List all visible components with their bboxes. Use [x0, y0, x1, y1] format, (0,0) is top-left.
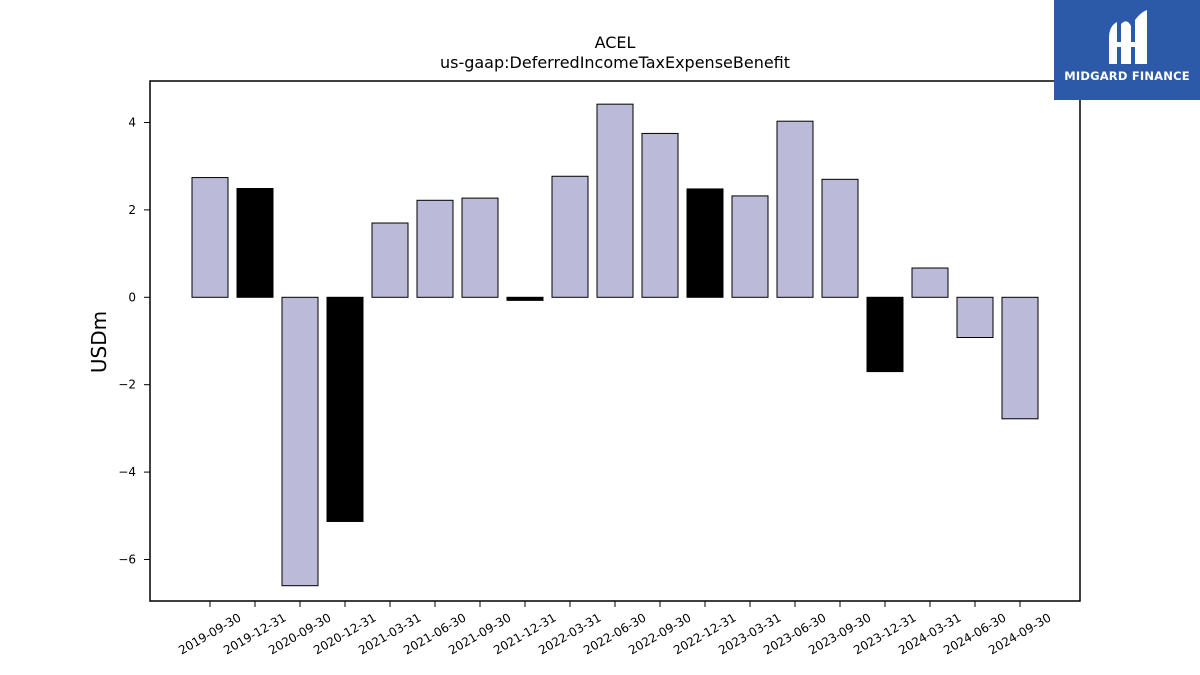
bar-2022-09-30: [641, 132, 679, 298]
bar-2024-03-31: [911, 267, 949, 298]
plot-frame: [149, 80, 1081, 602]
bar-2021-12-31: [506, 296, 544, 301]
bar-2020-09-30: [281, 296, 319, 587]
bar-2023-12-31: [866, 296, 904, 373]
y-axis-ticks: 4 2 0 −2 −4 −6: [118, 116, 150, 566]
midgard-finance-logo: MIDGARD FINANCE: [1054, 0, 1200, 100]
y-tick-label: −6: [118, 552, 136, 566]
bar-2022-12-31: [686, 188, 724, 298]
y-tick-label: 0: [128, 290, 136, 304]
bar-2024-09-30: [1001, 296, 1039, 420]
bar-2023-06-30: [776, 120, 814, 298]
bar-2021-03-31: [371, 222, 409, 298]
bar-2019-09-30: [191, 177, 229, 298]
x-axis-ticks: 2019-09-302019-12-312020-09-302020-12-31…: [176, 601, 1054, 657]
bar-2020-12-31: [326, 296, 364, 522]
bar-2021-06-30: [416, 199, 454, 298]
y-tick-label: −2: [118, 378, 136, 392]
bar-2023-09-30: [821, 178, 859, 298]
midgard-logo-icon: [1109, 10, 1147, 64]
bar-2021-09-30: [461, 197, 499, 298]
y-tick-label: 2: [128, 203, 136, 217]
bars-group: [191, 103, 1039, 587]
y-axis-label: USDm: [87, 311, 111, 373]
logo-text: MIDGARD FINANCE: [1064, 69, 1190, 83]
bar-2024-06-30: [956, 296, 994, 339]
y-tick-label: −4: [118, 465, 136, 479]
chart-title: ACEL: [595, 33, 636, 52]
chart-subtitle: us-gaap:DeferredIncomeTaxExpenseBenefit: [440, 53, 790, 72]
bar-2023-03-31: [731, 195, 769, 298]
bar-2022-03-31: [551, 175, 589, 298]
y-tick-label: 4: [128, 116, 136, 130]
bar-2022-06-30: [596, 103, 634, 298]
bar-2019-12-31: [236, 187, 274, 298]
